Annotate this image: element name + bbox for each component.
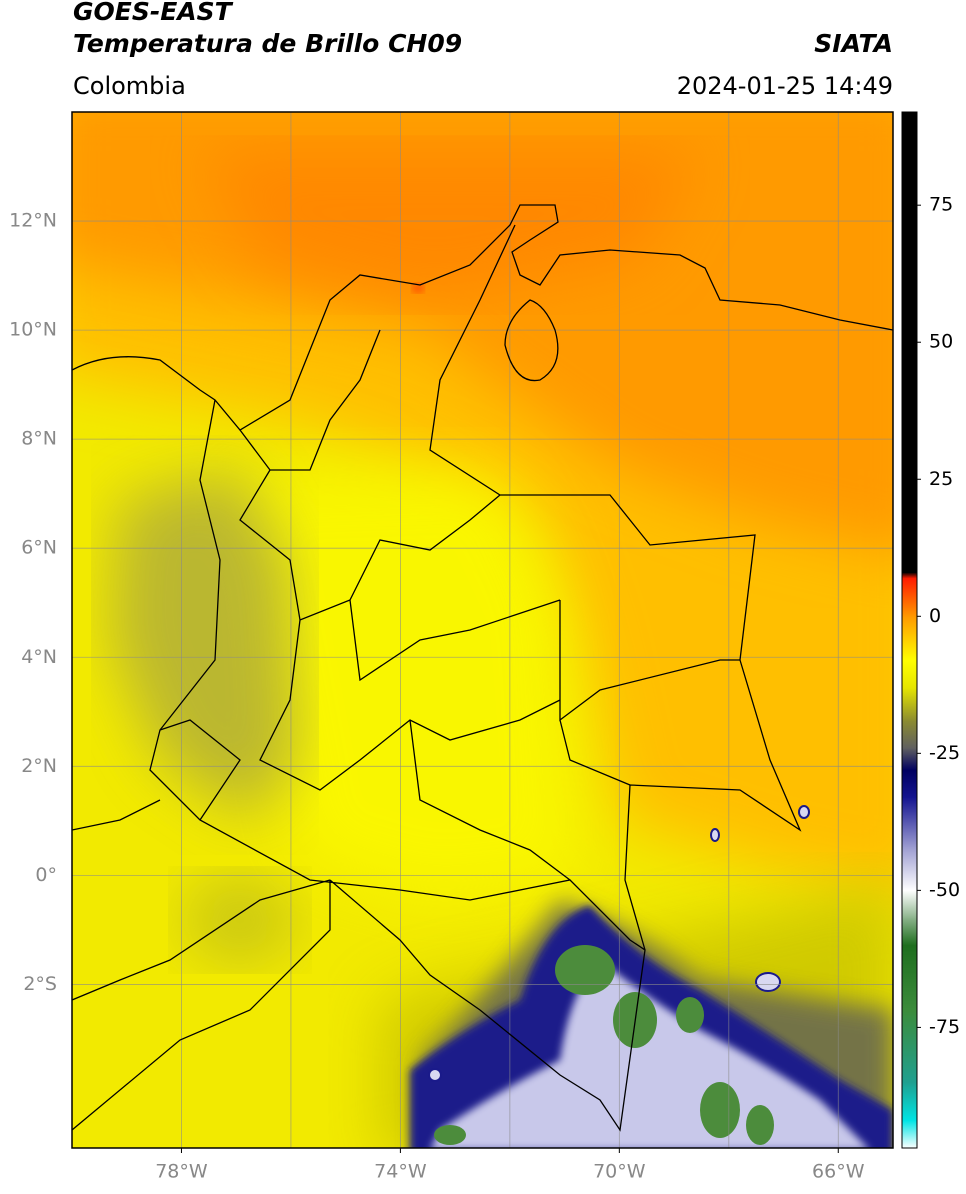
coastline <box>72 204 893 431</box>
colorbar-segment <box>902 577 917 617</box>
y-tick-label: 0° <box>35 864 57 886</box>
colorbar-segment <box>902 846 917 891</box>
source: SIATA <box>814 29 893 58</box>
colorbar-tick-label: -75 <box>929 1016 960 1038</box>
title: GOES-EAST <box>73 0 234 26</box>
colorbar <box>902 112 917 1149</box>
y-tick-label: 12°N <box>9 210 57 232</box>
grid <box>72 112 893 1148</box>
region: Colombia <box>73 72 186 100</box>
x-tick-label: 74°W <box>374 1161 427 1183</box>
colorbar-segment <box>902 1082 917 1122</box>
colorbar-segment <box>902 720 917 749</box>
colorbar-segment <box>902 112 917 573</box>
colorbar-segment <box>902 890 917 919</box>
colorbar-segment <box>902 769 917 798</box>
colorbar-tick-label: 50 <box>929 331 953 353</box>
colorbar-tick-label: 0 <box>929 605 941 627</box>
department-borders <box>159 329 740 881</box>
colorbar-segment <box>902 917 917 946</box>
map-frame <box>71 111 894 1149</box>
y-tick-label: 8°N <box>21 428 57 450</box>
colorbar-frame <box>901 111 918 1149</box>
map-image <box>72 112 893 1148</box>
subtitle: Temperatura de Brillo CH09 <box>73 29 462 58</box>
colorbar-segment <box>902 572 917 579</box>
x-tick-label: 78°W <box>155 1161 208 1183</box>
colorbar-tick-label: -25 <box>929 742 960 764</box>
y-tick-label: 6°N <box>21 537 57 559</box>
datetime: 2024-01-25 14:49 <box>677 72 893 100</box>
colorbar-segment <box>902 687 917 721</box>
colorbar-segment <box>902 1010 917 1083</box>
colorbar-tick-label: 75 <box>929 194 953 216</box>
x-tick-label: 70°W <box>593 1161 646 1183</box>
colorbar-tick-label: 25 <box>929 468 953 490</box>
colorbar-segment <box>902 747 917 771</box>
y-tick-label: 2°S <box>23 973 57 995</box>
lake-maracaibo <box>504 299 559 382</box>
colorbar-segment <box>902 945 917 1012</box>
neighbor-borders <box>72 799 331 1131</box>
colombia-border <box>149 224 802 1132</box>
y-tick-label: 10°N <box>9 319 57 341</box>
x-tick-label: 66°W <box>812 1161 865 1183</box>
colorbar-segment <box>902 660 917 689</box>
colorbar-segment <box>902 1120 917 1149</box>
y-tick-label: 2°N <box>21 755 57 777</box>
colorbar-segment <box>902 616 917 661</box>
colorbar-tick-label: -50 <box>929 879 960 901</box>
colorbar-segment <box>902 797 917 848</box>
y-tick-label: 4°N <box>21 646 57 668</box>
